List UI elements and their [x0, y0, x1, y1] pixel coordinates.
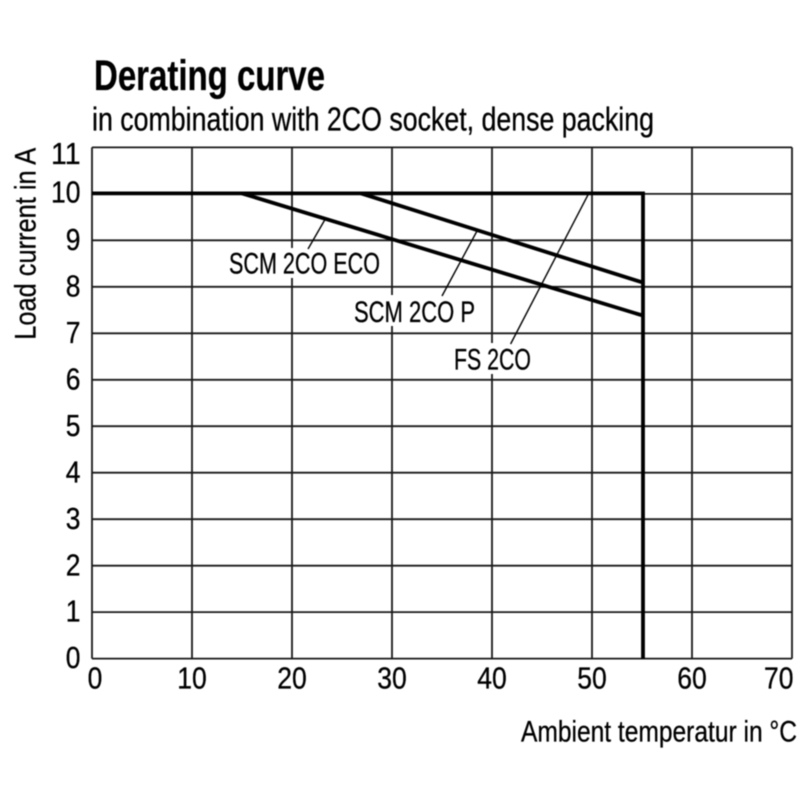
svg-text:2: 2 — [66, 547, 81, 582]
svg-text:30: 30 — [377, 661, 407, 696]
svg-text:5: 5 — [66, 408, 81, 443]
svg-text:7: 7 — [66, 315, 81, 350]
svg-text:SCM 2CO ECO: SCM 2CO ECO — [229, 248, 380, 281]
svg-text:FS 2CO: FS 2CO — [454, 344, 531, 377]
svg-text:20: 20 — [277, 661, 307, 696]
svg-text:9: 9 — [66, 222, 81, 257]
svg-text:3: 3 — [66, 501, 81, 536]
svg-text:4: 4 — [66, 454, 81, 489]
svg-text:Derating curve: Derating curve — [94, 53, 325, 100]
svg-text:SCM 2CO P: SCM 2CO P — [354, 296, 475, 329]
svg-text:10: 10 — [51, 175, 81, 210]
svg-text:8: 8 — [66, 268, 81, 303]
svg-text:40: 40 — [477, 661, 507, 696]
svg-text:6: 6 — [66, 361, 81, 396]
svg-text:0: 0 — [66, 640, 81, 675]
svg-text:Load current in A: Load current in A — [10, 148, 43, 340]
svg-text:0: 0 — [88, 661, 103, 696]
svg-text:Ambient temperatur in °C: Ambient temperatur in °C — [521, 715, 797, 748]
svg-text:1: 1 — [66, 594, 81, 629]
svg-text:60: 60 — [677, 661, 707, 696]
svg-text:70: 70 — [764, 661, 794, 696]
svg-text:10: 10 — [177, 661, 207, 696]
svg-text:in combination with 2CO socket: in combination with 2CO socket, dense pa… — [92, 102, 654, 139]
svg-text:11: 11 — [51, 136, 81, 171]
svg-text:50: 50 — [577, 661, 607, 696]
